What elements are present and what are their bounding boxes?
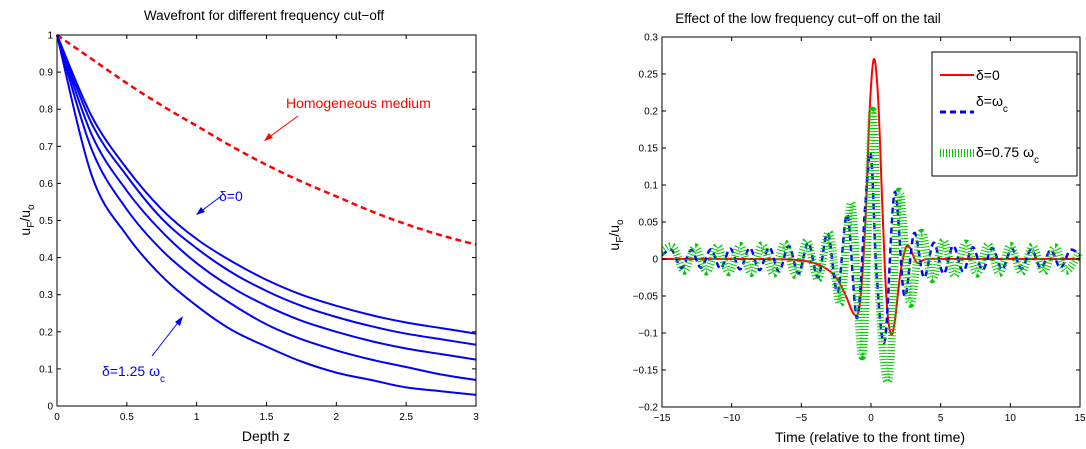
left-xtick-label: 3 [473, 412, 479, 423]
right-chart: Effect of the low frequency cut−off on t… [606, 11, 1086, 445]
right-plot-area [659, 58, 1084, 386]
right-ytick-label: −0.15 [633, 366, 659, 377]
right-x-axis-label: Time (relative to the front time) [775, 429, 965, 445]
right-ytick-label: −0.2 [638, 403, 658, 414]
left-x-axis-label: Depth z [242, 428, 290, 444]
left-xtick-label: 2 [334, 412, 340, 423]
left-series-4 [56, 34, 477, 381]
right-ytick-label: −0.05 [633, 292, 659, 303]
right-y-axis-label: uF/uo [606, 219, 626, 251]
left-xtick-label: 1.5 [260, 412, 274, 423]
right-ytick-label: 0.3 [644, 33, 658, 44]
legend-box [931, 51, 1078, 177]
left-xtick-label: 0 [54, 412, 60, 423]
legend: δ=0 δ=ωc δ=0.75 ωc [931, 51, 1078, 177]
right-ytick-label: 0 [652, 255, 658, 266]
left-ytick-label: 0.5 [39, 216, 53, 227]
left-ytick-label: 0.2 [39, 327, 53, 338]
left-ytick-label: 0.7 [39, 142, 53, 153]
right-xtick-label: 15 [1074, 413, 1086, 424]
left-xtick-label: 1 [194, 412, 200, 423]
left-series-5 [56, 34, 477, 396]
left-y-axis-label: uF/uo [17, 204, 37, 236]
left-ytick-label: 0.8 [39, 105, 53, 116]
right-xtick-label: 10 [1005, 413, 1017, 424]
left-series-3 [56, 34, 477, 361]
right-xtick-label: −15 [654, 413, 671, 424]
right-xtick-label: 5 [938, 413, 944, 424]
right-ticks: −15 −10 −5 0 5 10 15 −0.2 −0.15 −0.1 −0.05 0 0.05 0.1… [633, 33, 1086, 425]
right-xtick-label: −5 [796, 413, 808, 424]
left-ticks: 0 0.5 1 1.5 2 2.5 3 0 0.1 0.2 0.3 0.4 0.5 0.6 0.7 0.8 0.… [39, 31, 479, 424]
right-ytick-label: 0.2 [644, 107, 658, 118]
right-ytick-label: 0.25 [639, 70, 659, 81]
right-xtick-label: 0 [868, 413, 874, 424]
left-series-1 [56, 34, 477, 335]
left-xtick-label: 0.5 [120, 412, 134, 423]
left-chart-title: Wavefront for different frequency cut−of… [144, 8, 385, 23]
homogeneous-medium-annotation: Homogeneous medium [286, 95, 431, 111]
legend-label-delta-omega: δ=ωc [976, 93, 1008, 115]
right-ytick-label: 0.1 [644, 181, 658, 192]
right-ytick-label: 0.05 [639, 218, 659, 229]
right-xtick-label: −10 [723, 413, 740, 424]
left-plot-area [56, 33, 477, 396]
left-ytick-label: 0.4 [39, 253, 53, 264]
left-ytick-label: 0 [47, 402, 53, 413]
delta0-arrow [196, 196, 221, 215]
left-chart: Wavefront for different frequency cut−of… [17, 8, 479, 444]
left-series-0 [56, 33, 477, 246]
delta0-annotation: δ=0 [219, 188, 243, 204]
left-ytick-label: 1 [47, 31, 53, 42]
delta125-annotation: δ=1.25 ωc [102, 363, 165, 385]
left-ytick-label: 0.3 [39, 290, 53, 301]
homogeneous-arrow [264, 115, 299, 141]
left-ytick-label: 0.9 [39, 68, 53, 79]
right-series-2 [659, 106, 1084, 386]
left-ytick-label: 0.6 [39, 179, 53, 190]
right-ytick-label: 0.15 [639, 144, 659, 155]
legend-label-delta0: δ=0 [976, 67, 1000, 83]
left-ytick-label: 0.1 [39, 364, 53, 375]
right-chart-title: Effect of the low frequency cut−off on t… [675, 11, 941, 26]
delta125-arrow [151, 316, 183, 357]
left-series-2 [56, 34, 477, 346]
legend-label-delta-075: δ=0.75 ωc [976, 144, 1039, 166]
left-xtick-label: 2.5 [399, 412, 413, 423]
right-series-1 [661, 151, 1081, 344]
right-ytick-label: −0.1 [638, 329, 658, 340]
